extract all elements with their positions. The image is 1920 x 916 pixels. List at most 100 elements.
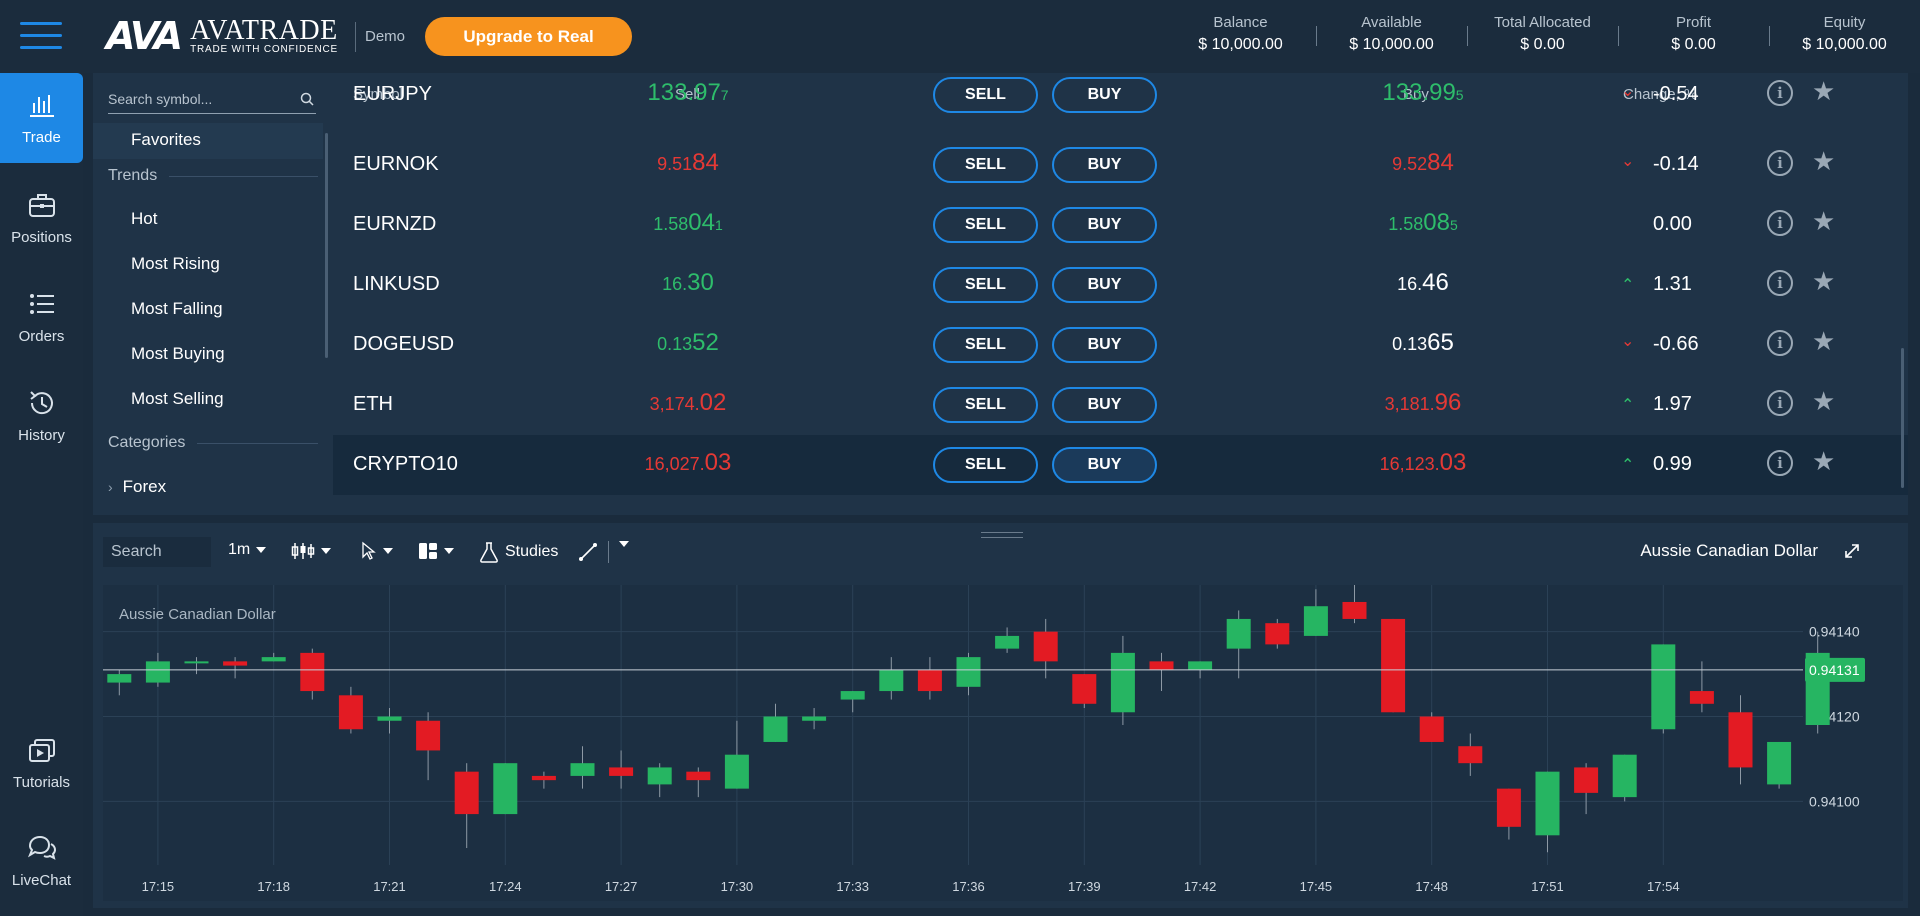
interval-dropdown[interactable]: 1m [228, 541, 267, 559]
nav-trade[interactable]: Trade [0, 73, 83, 163]
buy-button[interactable]: BUY [1052, 267, 1157, 303]
resize-handle[interactable] [981, 532, 1023, 538]
sell-button[interactable]: SELL [933, 267, 1038, 303]
nav-livechat[interactable]: LiveChat [0, 816, 83, 906]
star-favorite-icon[interactable]: ★ [1812, 446, 1836, 476]
studies-button[interactable]: Studies [479, 541, 558, 563]
table-row[interactable]: EURJPY 133.977 SELL BUY 133.995 ⌄ -0.54 i ★ [333, 65, 1908, 125]
nav-history[interactable]: History [0, 371, 83, 461]
drawing-tools-dropdown[interactable] [613, 541, 629, 547]
scrollbar[interactable] [325, 133, 328, 358]
trend-most-buying[interactable]: Most Buying [131, 344, 225, 363]
arrow-down-icon: ⌄ [1621, 333, 1635, 350]
sell-price: 16.30 [598, 269, 778, 297]
table-row[interactable]: EURNZD 1.58041 SELL BUY 1.58085 0.00 i ★ [333, 195, 1908, 255]
brand-logo[interactable]: AVA AVATRADE TRADE WITH CONFIDENCE [106, 14, 338, 58]
star-favorite-icon[interactable]: ★ [1812, 386, 1836, 416]
scrollbar[interactable] [1901, 348, 1904, 488]
star-favorite-icon[interactable]: ★ [1812, 326, 1836, 356]
category-forex[interactable]: › Forex [108, 477, 166, 497]
upgrade-to-real-button[interactable]: Upgrade to Real [425, 17, 632, 56]
price-main: 0.13 [1392, 334, 1428, 354]
table-row[interactable]: LINKUSD 16.30 SELL BUY 16.46 ⌃ 1.31 i ★ [333, 255, 1908, 315]
candle-down [1458, 746, 1483, 764]
info-icon[interactable]: i [1767, 390, 1793, 416]
x-tick-label: 17:21 [373, 879, 406, 894]
x-tick-label: 17:30 [721, 879, 754, 894]
stat-value: $ 10,000.00 [1349, 36, 1434, 53]
star-favorite-icon[interactable]: ★ [1812, 76, 1836, 106]
candlestick-chart[interactable]: 17:15 17:18 17:21 17:24 17:27 17:30 17:33 17:36… [103, 585, 1903, 901]
nav-positions[interactable]: Positions [0, 173, 83, 263]
candle-down [917, 669, 942, 692]
symbol-search-input[interactable] [108, 86, 288, 112]
categories-heading: Categories [108, 434, 318, 452]
sell-price: 16,027.03 [598, 449, 778, 477]
star-favorite-icon[interactable]: ★ [1812, 146, 1836, 176]
chart-type-dropdown[interactable] [291, 541, 331, 561]
buy-button[interactable]: BUY [1052, 327, 1157, 363]
layout-dropdown[interactable] [418, 541, 454, 561]
buy-button[interactable]: BUY [1052, 77, 1157, 113]
last-price-badge [1805, 657, 1865, 682]
trend-hot[interactable]: Hot [131, 209, 158, 228]
buy-button[interactable]: BUY [1052, 447, 1157, 483]
search-icon[interactable] [300, 92, 314, 106]
candle-down [338, 695, 363, 730]
table-row[interactable]: EURNOK 9.5184 SELL BUY 9.5284 ⌄ -0.14 i ★ [333, 135, 1908, 195]
menu-icon[interactable] [20, 22, 62, 52]
sell-button[interactable]: SELL [933, 147, 1038, 183]
favorites-item[interactable]: Favorites [93, 123, 323, 159]
drawing-tools-button[interactable] [578, 541, 609, 563]
sell-button[interactable]: SELL [933, 447, 1038, 483]
star-favorite-icon[interactable]: ★ [1812, 206, 1836, 236]
info-icon[interactable]: i [1767, 330, 1793, 356]
trend-most-falling[interactable]: Most Falling [131, 299, 223, 318]
buy-button[interactable]: BUY [1052, 147, 1157, 183]
info-icon[interactable]: i [1767, 80, 1793, 106]
candle-up [724, 754, 749, 789]
info-icon[interactable]: i [1767, 450, 1793, 476]
price-pip: 84 [1427, 149, 1454, 176]
table-row[interactable]: CRYPTO10 16,027.03 SELL BUY 16,123.03 ⌃ 0.99 i ★ [333, 435, 1908, 495]
candle-up [493, 763, 518, 815]
trend-most-rising[interactable]: Most Rising [131, 254, 220, 273]
table-row[interactable]: ETH 3,174.02 SELL BUY 3,181.96 ⌃ 1.97 i ★ [333, 375, 1908, 435]
info-icon[interactable]: i [1767, 270, 1793, 296]
sell-button[interactable]: SELL [933, 207, 1038, 243]
info-icon[interactable]: i [1767, 150, 1793, 176]
x-tick-label: 17:24 [489, 879, 522, 894]
change-percent: -0.14 [1653, 153, 1699, 175]
candle-up [1110, 652, 1135, 713]
star-favorite-icon[interactable]: ★ [1812, 266, 1836, 296]
candle-down [1689, 691, 1714, 704]
sell-price: 1.58041 [598, 209, 778, 237]
buy-price: 16,123.03 [1333, 449, 1513, 477]
price-main: 133.97 [647, 79, 721, 106]
nav-label: Orders [18, 328, 65, 345]
buy-button[interactable]: BUY [1052, 207, 1157, 243]
buy-button[interactable]: BUY [1052, 387, 1157, 423]
arrow-up-icon: ⌃ [1621, 457, 1635, 474]
chat-bubbles-icon [27, 835, 56, 860]
account-stats: Balance $ 10,000.00 Available $ 10,000.0… [1165, 0, 1920, 73]
stat-balance: Balance $ 10,000.00 [1165, 0, 1316, 73]
nav-tutorials[interactable]: Tutorials [0, 718, 83, 808]
trend-most-selling[interactable]: Most Selling [131, 389, 224, 408]
table-row[interactable]: DOGEUSD 0.1352 SELL BUY 0.1365 ⌄ -0.66 i ★ [333, 315, 1908, 375]
expand-icon[interactable] [1842, 541, 1862, 561]
nav-orders[interactable]: Orders [0, 272, 83, 362]
header-sell: Sell [675, 86, 701, 103]
trend-line-icon [579, 543, 597, 561]
sell-button[interactable]: SELL [933, 327, 1038, 363]
chart-search-input[interactable] [103, 537, 211, 567]
cursor-arrow-icon [362, 541, 376, 560]
info-icon[interactable]: i [1767, 210, 1793, 236]
chart-canvas[interactable]: 17:15 17:18 17:21 17:24 17:27 17:30 17:33 17:36… [103, 585, 1903, 901]
sell-button[interactable]: SELL [933, 387, 1038, 423]
sell-price: 3,174.02 [598, 389, 778, 417]
stat-label: Balance [1213, 14, 1268, 31]
candlestick-icon [291, 543, 315, 559]
cursor-tool-dropdown[interactable] [361, 541, 393, 561]
sell-button[interactable]: SELL [933, 77, 1038, 113]
